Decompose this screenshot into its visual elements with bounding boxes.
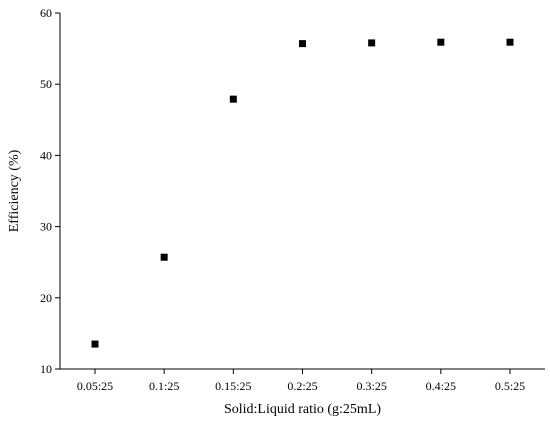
data-points	[91, 38, 514, 348]
data-point	[368, 39, 376, 47]
x-tick-label: 0.15:25	[215, 379, 251, 393]
x-tick-label: 0.05:25	[77, 379, 113, 393]
x-tick-label: 0.4:25	[426, 379, 456, 393]
y-tick-label: 20	[40, 291, 52, 305]
x-tick-label: 0.1:25	[149, 379, 179, 393]
y-tick-label: 30	[40, 220, 52, 234]
x-tick-label: 0.5:25	[495, 379, 525, 393]
y-tick-label: 50	[40, 77, 52, 91]
y-tick-label: 40	[40, 148, 52, 162]
x-tick-label: 0.3:25	[356, 379, 386, 393]
axes	[59, 13, 545, 370]
data-point	[160, 253, 168, 261]
x-axis-title: Solid:Liquid ratio (g:25mL)	[224, 402, 381, 417]
data-point	[229, 95, 237, 103]
data-point	[506, 38, 514, 46]
y-axis-title: Efficiency (%)	[7, 149, 22, 232]
x-tick-label: 0.2:25	[287, 379, 317, 393]
data-point	[91, 340, 99, 348]
x-axis-ticks: 0.05:25 0.1:25 0.15:25 0.2:25 0.3:25 0.4:25 0.…	[77, 369, 525, 393]
y-tick-label: 60	[40, 6, 52, 20]
data-point	[299, 40, 306, 48]
data-point	[437, 38, 445, 46]
y-tick-label: 10	[40, 362, 52, 376]
y-axis-ticks: 10 20 30 40 50 60	[40, 6, 60, 376]
